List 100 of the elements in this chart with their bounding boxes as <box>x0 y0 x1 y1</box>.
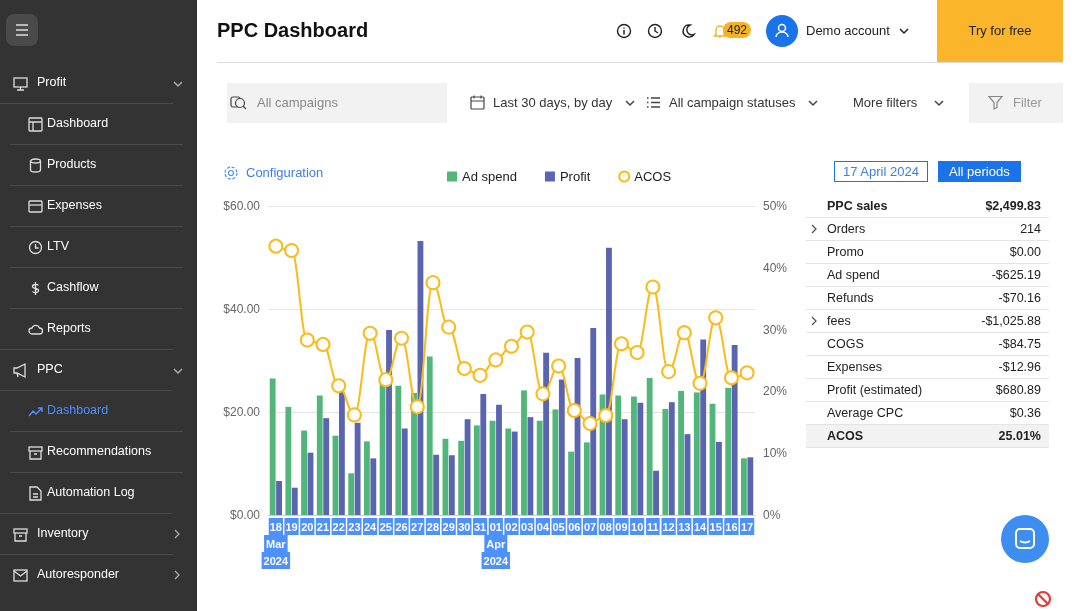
bar <box>536 420 543 515</box>
bar <box>401 428 408 515</box>
bar <box>621 419 628 515</box>
x-tick-label: 19 <box>285 520 298 533</box>
bar <box>386 330 392 515</box>
text: $0.36 <box>1009 406 1041 420</box>
text: -$625.19 <box>991 268 1041 282</box>
category-label: Profit (estimated) <box>827 382 923 399</box>
bar <box>583 442 590 515</box>
category-label: Profit <box>37 75 67 89</box>
text: $2,499.83 <box>985 199 1041 213</box>
x-tick-label: 24 <box>363 520 378 533</box>
bar <box>285 406 292 515</box>
point <box>566 403 582 419</box>
bar <box>316 395 323 515</box>
x-tick-label: 14 <box>693 520 707 533</box>
bar <box>370 458 377 515</box>
point <box>535 386 551 402</box>
bar <box>338 391 345 515</box>
text: All campaign statuses <box>669 95 796 110</box>
text: -$12.96 <box>998 360 1041 374</box>
bar <box>552 409 559 515</box>
text: Demo account <box>806 23 890 38</box>
x-tick-label: 25 <box>379 520 392 533</box>
point <box>394 330 410 346</box>
point <box>315 336 331 352</box>
text: $0.00 <box>1009 245 1041 259</box>
bar <box>395 385 402 515</box>
point <box>629 344 645 360</box>
legend-label: Profit <box>559 169 591 184</box>
category-label: Promo <box>827 244 864 261</box>
bar <box>458 440 465 515</box>
bar <box>348 473 355 515</box>
category-label: Dashboard <box>47 403 109 417</box>
x-tick-label: 20 <box>301 520 314 533</box>
point <box>441 319 457 335</box>
bar <box>379 383 386 515</box>
bar <box>631 396 637 515</box>
bar <box>276 481 282 515</box>
x-tick-label: 21 <box>316 520 330 533</box>
point <box>299 332 315 348</box>
text: 25.01% <box>998 429 1041 443</box>
category-label: fees <box>827 313 851 330</box>
point <box>425 275 441 291</box>
bar <box>558 379 565 515</box>
category-label: Dashboard <box>47 116 109 130</box>
legend-label: Ad spend <box>462 169 517 184</box>
category-label: LTV <box>47 239 69 253</box>
point <box>645 279 661 295</box>
bar <box>527 417 534 515</box>
point <box>378 372 394 388</box>
x-tick-label: 17 <box>741 520 754 533</box>
category-label: Refunds <box>827 290 874 307</box>
x-tick-label: 10 <box>631 520 644 533</box>
x-tick-label: 30 <box>458 520 471 533</box>
text: -$1,025.88 <box>981 314 1041 328</box>
text: $680.89 <box>995 383 1041 397</box>
category-label: Cashflow <box>47 280 99 294</box>
y2-tick-label: 10% <box>762 446 788 461</box>
bar <box>606 247 612 515</box>
point <box>739 365 755 381</box>
category-label: Expenses <box>827 359 882 376</box>
bar <box>448 455 455 515</box>
category-label: Recommendations <box>47 444 152 458</box>
y2-tick-label: 30% <box>762 322 788 337</box>
bar <box>668 402 675 515</box>
point <box>346 407 362 423</box>
y2-tick-label: 0% <box>762 508 781 522</box>
text: More filters <box>853 95 918 110</box>
x-tick-label: 07 <box>583 520 597 533</box>
point <box>519 324 535 340</box>
bar <box>323 418 330 515</box>
x-tick-label: 09 <box>615 520 628 533</box>
legend-label: ACOS <box>634 169 672 184</box>
point <box>598 408 614 423</box>
bar <box>521 390 527 515</box>
bar <box>615 395 622 515</box>
point <box>661 364 677 380</box>
bar <box>505 428 512 515</box>
bar <box>433 454 440 515</box>
category-label: Inventory <box>37 526 89 540</box>
bar <box>653 470 659 515</box>
y-tick-label: $0.00 <box>229 508 261 522</box>
y-tick-label: $40.00 <box>223 302 261 316</box>
bar <box>426 356 433 515</box>
point <box>676 325 692 341</box>
bar <box>646 378 653 515</box>
bar <box>725 387 732 515</box>
point <box>504 338 519 354</box>
category-label: PPC <box>37 362 63 376</box>
point <box>456 361 472 377</box>
x-tick-label: 27 <box>411 520 424 533</box>
x-tick-label: 12 <box>662 520 675 533</box>
point <box>409 399 425 415</box>
x-tick-label: 04 <box>536 520 550 533</box>
category-label: COGS <box>827 336 864 353</box>
text: -$84.75 <box>998 337 1041 351</box>
x-tick-label: 05 <box>552 520 565 533</box>
point <box>488 352 504 368</box>
bar <box>363 441 370 515</box>
